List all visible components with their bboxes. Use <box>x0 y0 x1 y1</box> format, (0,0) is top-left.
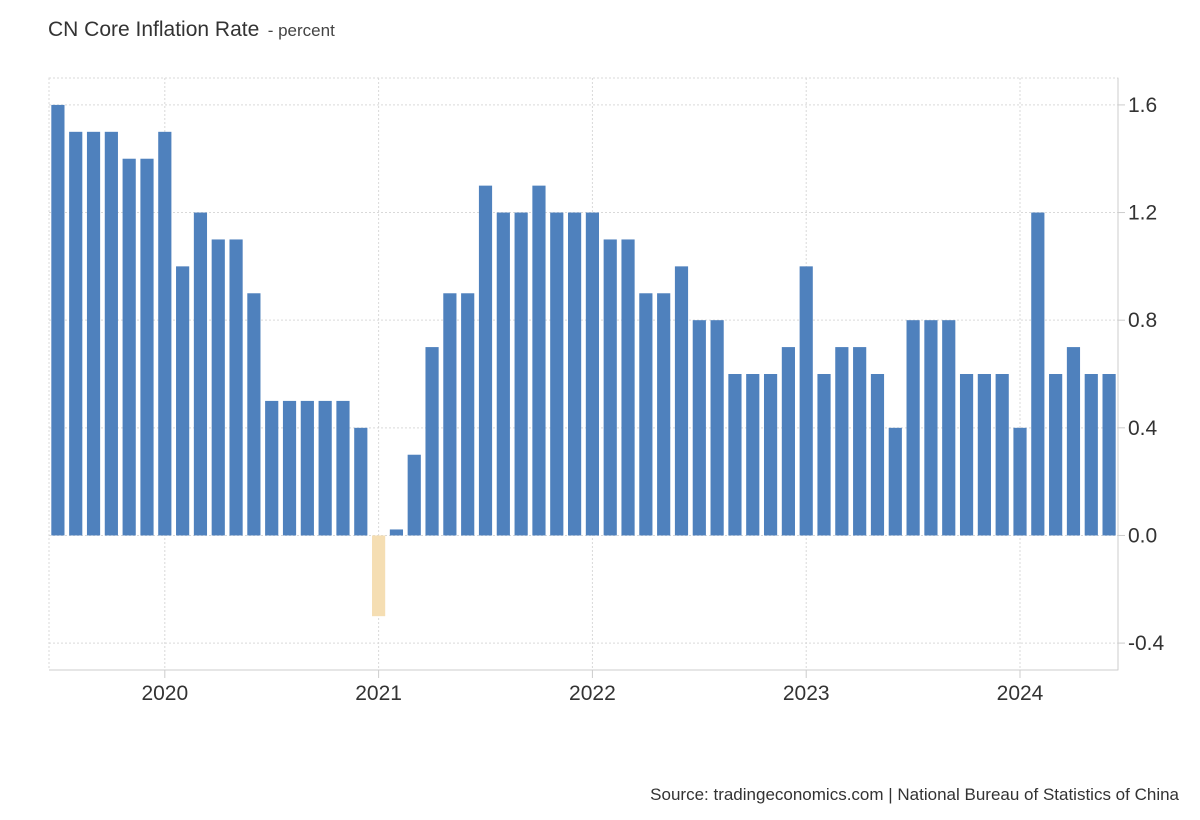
bar <box>995 374 1009 536</box>
bar <box>407 454 421 536</box>
bar <box>425 347 439 536</box>
bar <box>906 320 920 536</box>
y-tick-label: 0.4 <box>1128 417 1158 440</box>
bar <box>799 266 813 536</box>
bar <box>817 374 831 536</box>
bar <box>888 427 902 536</box>
bar <box>461 293 475 536</box>
bar <box>514 212 528 536</box>
bar <box>211 239 225 536</box>
bar <box>265 400 279 536</box>
source-note: Source: tradingeconomics.com | National … <box>650 785 1179 804</box>
bar <box>728 374 742 536</box>
bar <box>229 239 243 536</box>
bar <box>140 158 154 536</box>
bar <box>550 212 564 536</box>
plot-frame <box>48 77 1119 671</box>
bar <box>443 293 457 536</box>
bar <box>585 212 600 536</box>
bar <box>692 320 706 536</box>
bar <box>104 131 118 536</box>
bar <box>567 212 582 536</box>
bar <box>193 212 208 536</box>
bar <box>354 427 368 536</box>
bar <box>942 320 956 536</box>
chart-unit: - percent <box>267 21 335 40</box>
bar <box>86 131 101 536</box>
bar <box>924 320 938 536</box>
bar <box>247 293 261 536</box>
x-tick-label: 2021 <box>355 682 402 705</box>
bar <box>870 374 885 536</box>
bar <box>372 535 386 617</box>
bar <box>959 374 974 536</box>
bar <box>532 185 546 536</box>
x-tick-label: 2020 <box>141 682 188 705</box>
bar <box>282 400 297 536</box>
bar <box>603 239 617 536</box>
bar <box>746 374 760 536</box>
bar <box>51 104 65 536</box>
chart-title: CN Core Inflation Rate <box>48 18 260 41</box>
bar <box>122 158 136 536</box>
bar <box>318 400 332 536</box>
bar <box>389 529 404 536</box>
bar <box>763 374 778 536</box>
y-tick-label: 0.8 <box>1128 309 1157 332</box>
bar <box>158 131 172 536</box>
y-tick-label: 1.2 <box>1128 202 1157 225</box>
chart-title-row: CN Core Inflation Rate - percent <box>48 18 335 42</box>
bar <box>1102 374 1116 536</box>
bar <box>710 320 724 536</box>
bar <box>1031 212 1045 536</box>
bar <box>674 266 689 536</box>
bar <box>853 347 867 536</box>
bar <box>1049 374 1063 536</box>
bar <box>478 185 493 536</box>
y-tick-label: -0.4 <box>1128 632 1165 655</box>
bar <box>69 131 83 536</box>
bar <box>1013 427 1027 536</box>
bar <box>781 347 795 536</box>
x-tick-label: 2023 <box>783 682 830 705</box>
bar <box>835 347 849 536</box>
y-tick-label: 0.0 <box>1128 524 1157 547</box>
bar <box>621 239 635 536</box>
bar <box>977 374 991 536</box>
bar <box>1066 347 1081 536</box>
y-tick-label: 1.6 <box>1128 94 1157 117</box>
bar <box>300 400 314 536</box>
bar <box>639 293 653 536</box>
bar <box>496 212 510 536</box>
x-tick-label: 2022 <box>569 682 616 705</box>
x-tick-label: 2024 <box>997 682 1044 705</box>
bar <box>176 266 190 536</box>
bar <box>336 400 350 536</box>
bar <box>657 293 671 536</box>
bar <box>1084 374 1098 536</box>
